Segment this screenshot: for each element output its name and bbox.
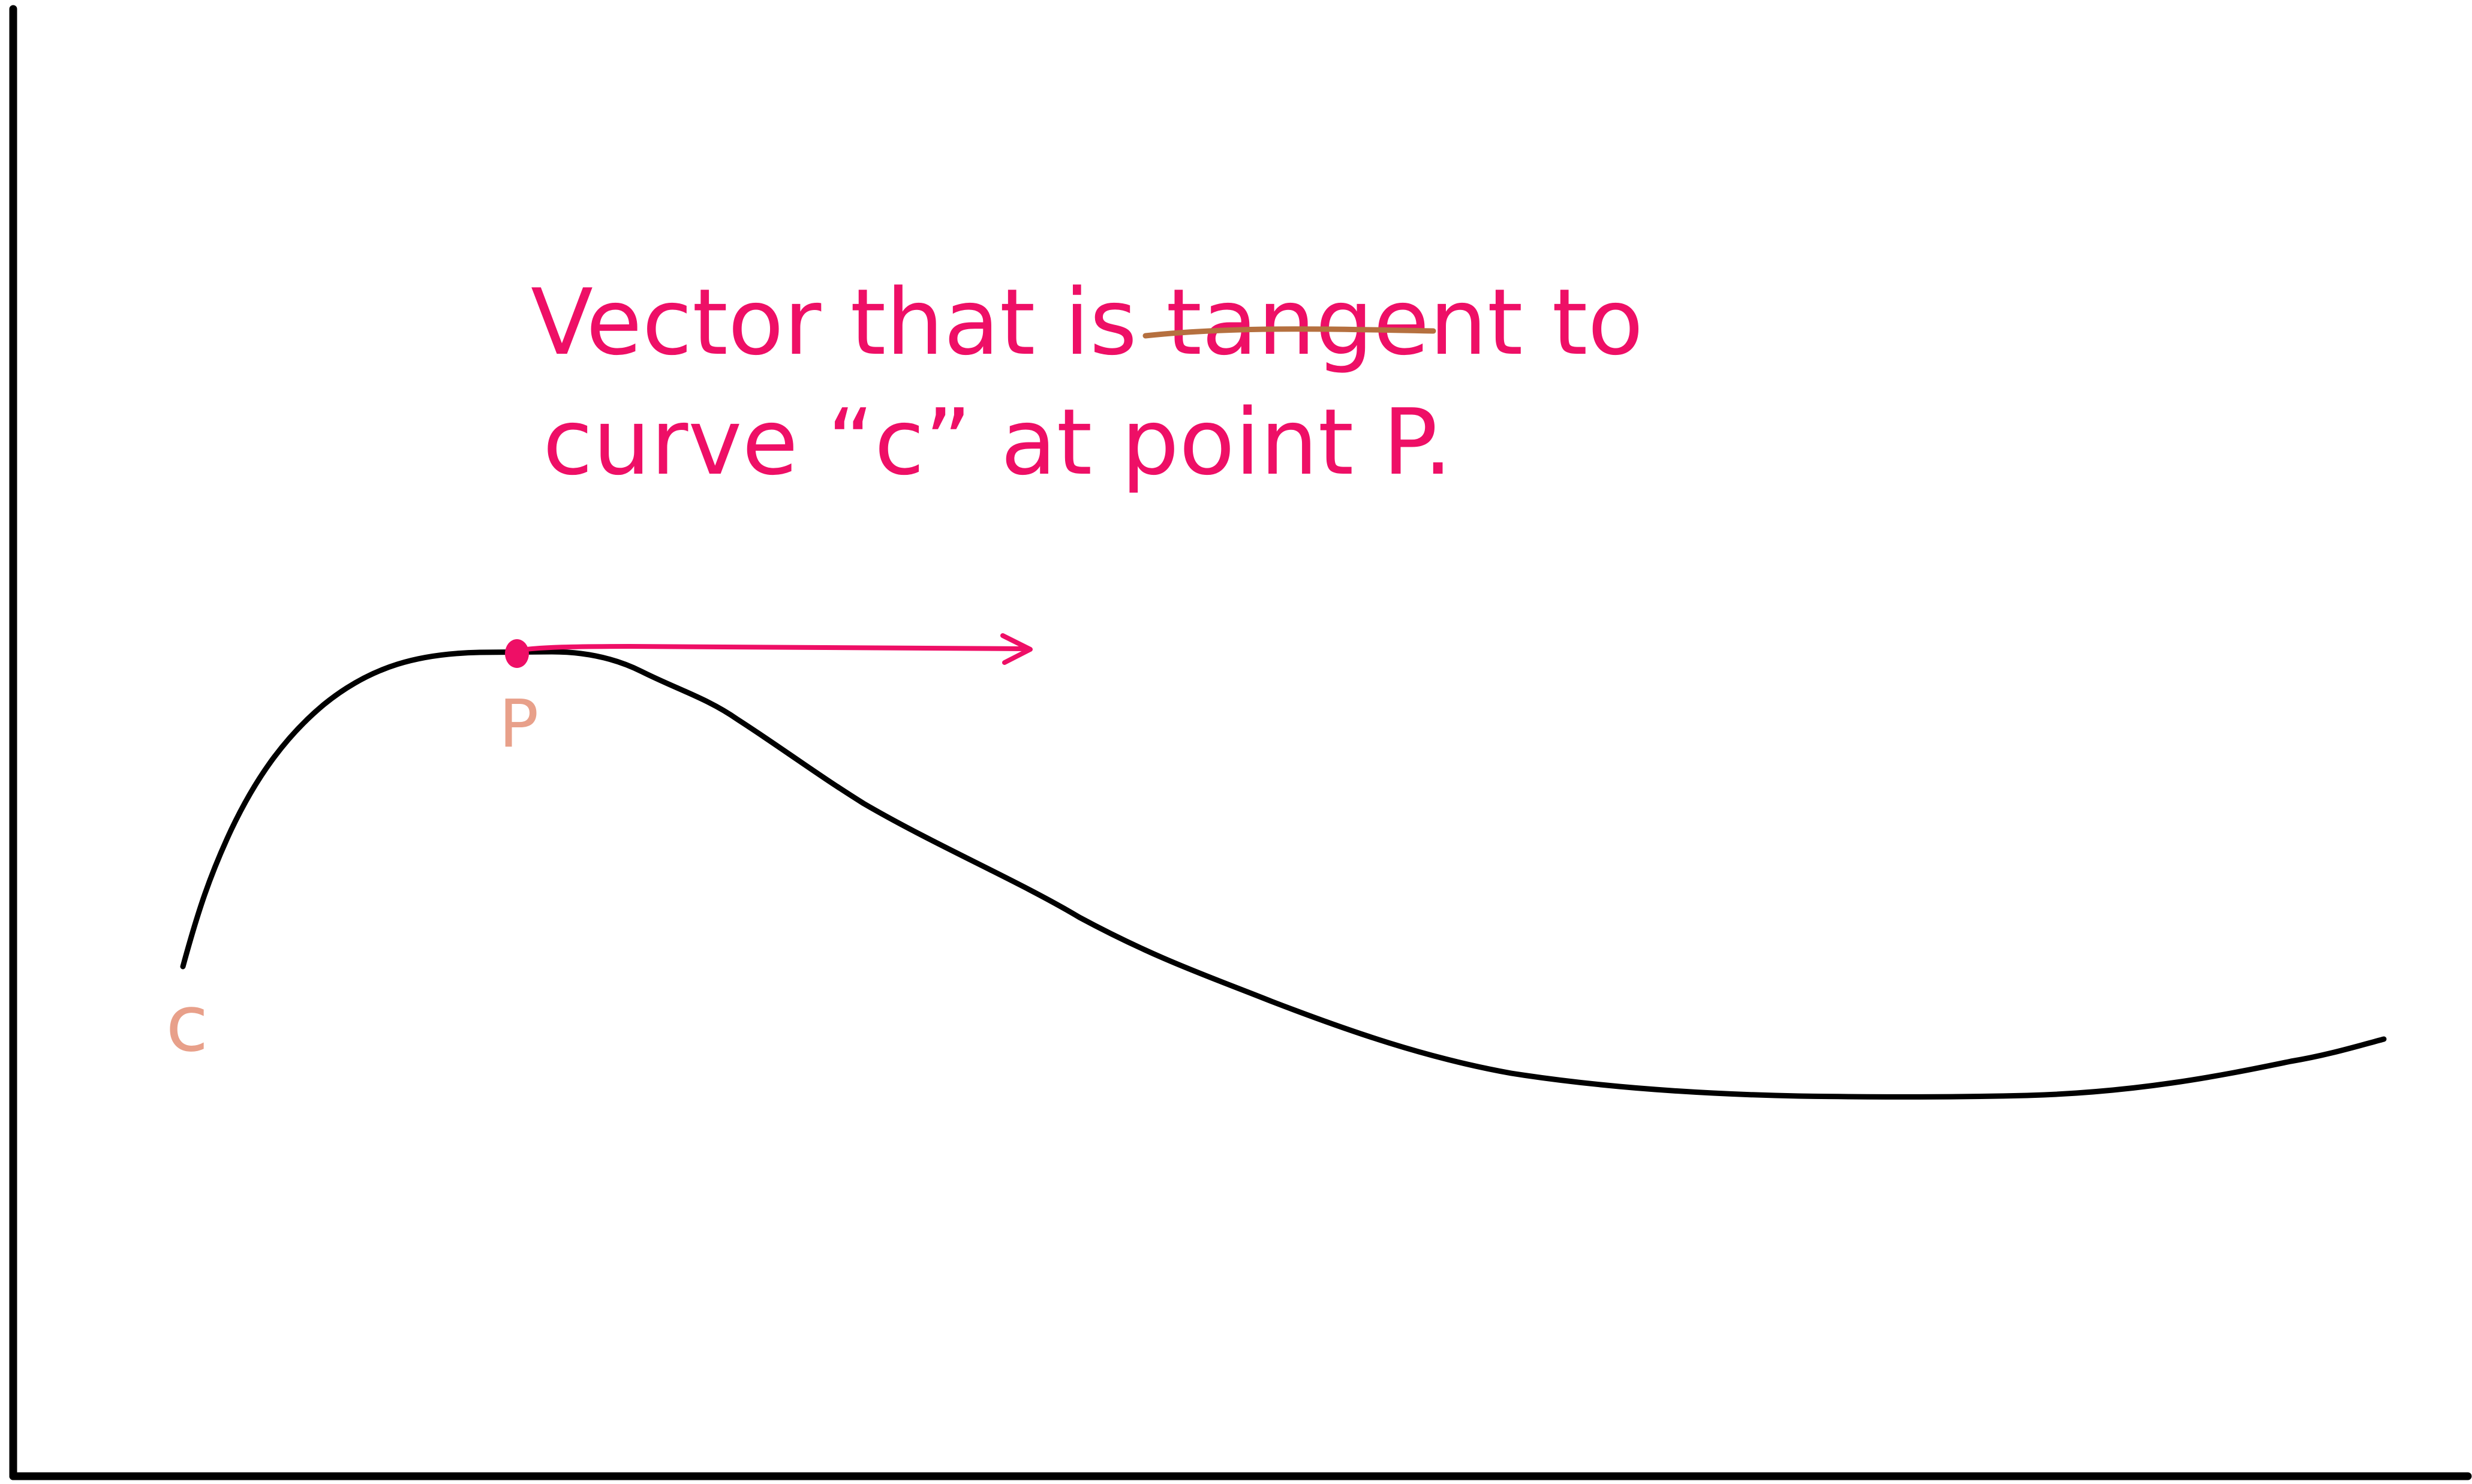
tangent-vector-arrowhead <box>1000 633 1033 665</box>
annotation-line-2: curve “c” at point P. <box>543 389 1452 495</box>
annotation-tangent-word: tangent <box>1166 269 1523 375</box>
annotation-line-1-after: to <box>1523 269 1643 375</box>
curve-c-label: c <box>166 978 208 1069</box>
tangent-underline <box>1142 326 1436 339</box>
annotation-line-1: Vector that is tangent to <box>531 269 1643 375</box>
point-p-marker <box>505 639 529 668</box>
annotation-line-1-before: Vector that is <box>531 269 1166 375</box>
point-p-label: P <box>499 685 539 762</box>
curve-c <box>180 649 2387 1100</box>
tangent-vector-shaft <box>515 643 1028 653</box>
